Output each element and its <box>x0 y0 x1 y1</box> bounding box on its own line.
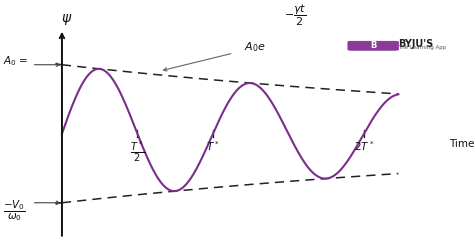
Text: $A_0e$: $A_0e$ <box>244 41 265 54</box>
Text: BYJU'S: BYJU'S <box>398 39 434 49</box>
Text: Time: Time <box>449 139 474 149</box>
Text: $\psi$: $\psi$ <box>61 12 73 27</box>
Text: $2T^*$: $2T^*$ <box>354 139 374 153</box>
Text: B: B <box>370 41 376 50</box>
Text: $\dfrac{T^*}{2}$: $\dfrac{T^*}{2}$ <box>130 139 145 164</box>
Text: $\dfrac{-V_0}{\omega_0}$: $\dfrac{-V_0}{\omega_0}$ <box>3 199 26 223</box>
FancyBboxPatch shape <box>348 41 398 50</box>
Text: $A_0$ =: $A_0$ = <box>3 54 28 68</box>
Text: The Learning App: The Learning App <box>398 45 447 50</box>
Text: $-\dfrac{\gamma t}{2}$: $-\dfrac{\gamma t}{2}$ <box>284 3 307 28</box>
Text: $T^*$: $T^*$ <box>206 139 220 153</box>
